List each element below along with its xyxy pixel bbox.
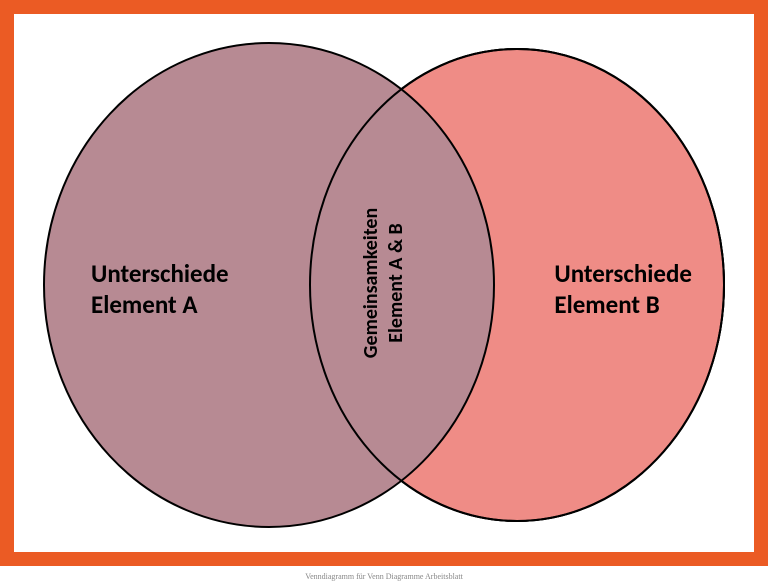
label-intersection-line2: Element A & B: [384, 223, 408, 343]
caption-text: Venndiagramm für Venn Diagramme Arbeitsb…: [0, 572, 768, 581]
label-a-line2: Element A: [91, 289, 198, 320]
label-b-line1: Unterschiede: [554, 258, 692, 289]
venn-diagram: Unterschiede Element A Unterschiede Elem…: [14, 14, 754, 552]
label-intersection: Gemeinsamkeiten Element A & B: [359, 208, 409, 358]
label-a: Unterschiede Element A: [91, 258, 229, 321]
label-b: Unterschiede Element B: [554, 258, 692, 321]
label-intersection-line1: Gemeinsamkeiten: [359, 208, 383, 358]
label-b-line2: Element B: [554, 289, 659, 320]
label-a-line1: Unterschiede: [91, 258, 229, 289]
diagram-frame: Unterschiede Element A Unterschiede Elem…: [0, 0, 768, 566]
